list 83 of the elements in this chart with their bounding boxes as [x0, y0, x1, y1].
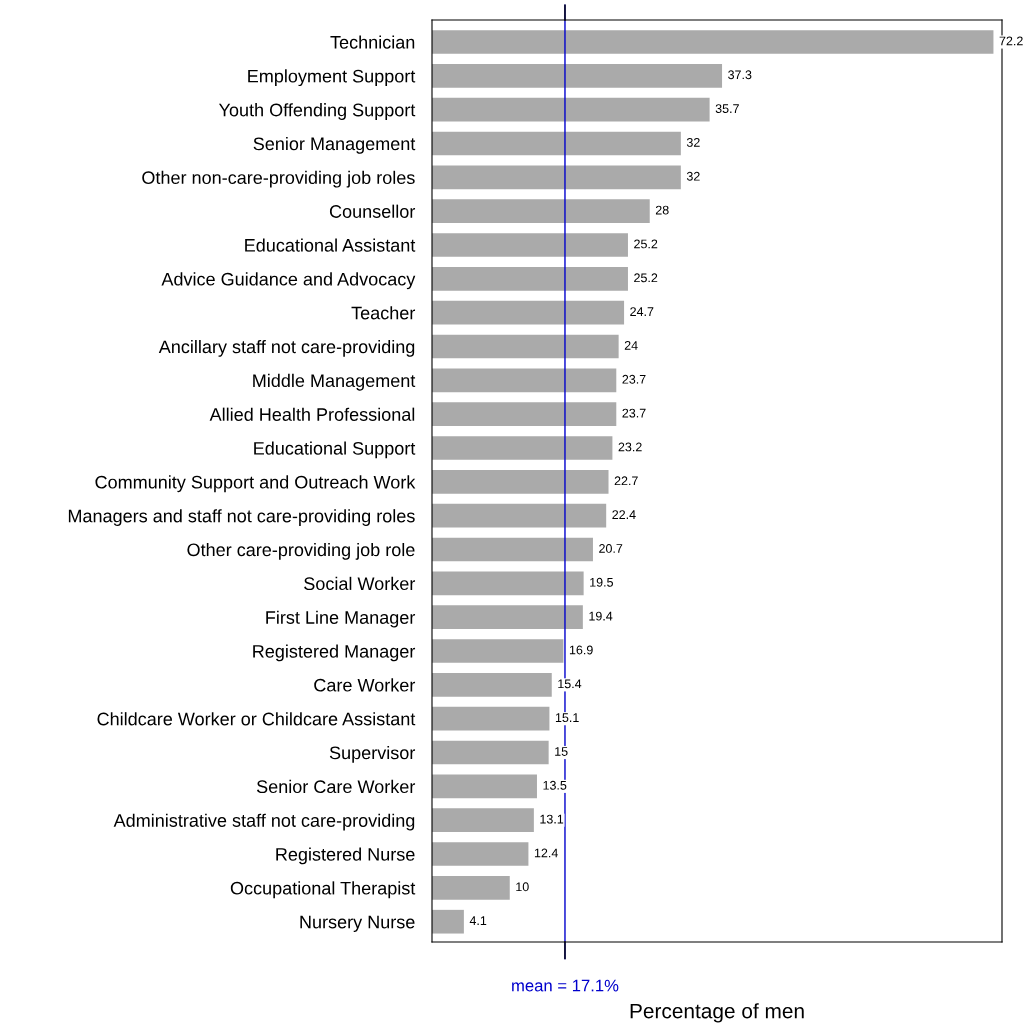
y-tick-label: First Line Manager	[266, 610, 416, 628]
data-label: 32	[686, 138, 700, 147]
data-label: 4.1	[469, 916, 487, 925]
data-label: 10	[516, 882, 529, 892]
data-label: 23.7	[622, 408, 646, 418]
data-label: 15	[555, 747, 568, 756]
bar	[432, 503, 607, 528]
y-tick-label: Middle Management	[253, 373, 416, 391]
bar	[432, 436, 613, 460]
bar	[432, 740, 549, 765]
data-label: 16.9	[569, 645, 593, 655]
bar	[432, 402, 617, 427]
bar	[432, 300, 625, 325]
y-tick-label: Other care-providing job role	[187, 542, 415, 560]
y-tick-label: Senior Care Worker	[256, 779, 416, 794]
y-tick-label: Occupational Therapist	[230, 881, 416, 899]
data-label: 19.4	[589, 611, 613, 621]
y-tick-label: Allied Health Professional	[209, 407, 415, 421]
bar	[432, 63, 723, 88]
y-tick-label: Technician	[330, 35, 415, 49]
y-tick-label: Social Worker	[304, 576, 416, 591]
bar	[432, 334, 619, 359]
data-label: 72.2	[999, 36, 1023, 46]
data-label: 28	[655, 205, 669, 215]
data-label: 25.2	[634, 239, 658, 249]
bar	[432, 537, 593, 562]
ref-line-label: mean = 17.1%	[512, 979, 619, 992]
bar	[432, 165, 681, 190]
data-label: 19.5	[590, 577, 613, 587]
bar	[432, 131, 681, 156]
bar	[432, 233, 628, 257]
y-tick-label: Other non-care-providing job roles	[142, 170, 415, 188]
bar	[432, 266, 628, 291]
y-tick-label: Senior Management	[253, 136, 416, 154]
data-label: 37.3	[728, 70, 752, 80]
bar	[432, 30, 994, 54]
y-tick-label: Care Worker	[314, 678, 416, 692]
data-label: 20.7	[599, 544, 623, 553]
data-label: 24.7	[630, 307, 654, 316]
y-tick-label: Educational Support	[254, 441, 416, 459]
y-tick-label: Supervisor	[329, 745, 416, 763]
bar	[432, 571, 584, 596]
bar	[432, 605, 583, 630]
data-label: 15.1	[555, 713, 579, 723]
data-label: 13.1	[540, 814, 564, 824]
y-tick-label: Ancillary staff not care-providing	[158, 339, 415, 357]
bar	[432, 470, 609, 494]
y-tick-label: Administrative staff not care-providing	[113, 813, 415, 831]
y-tick-label: Teacher	[351, 306, 416, 320]
y-tick-label: Educational Assistant	[245, 238, 416, 252]
y-tick-label: Managers and staff not care-providing roles	[68, 509, 415, 526]
data-label: 25.2	[634, 273, 658, 283]
bar	[432, 673, 552, 697]
y-tick-label: Employment Support	[248, 69, 416, 87]
bar	[432, 774, 537, 799]
data-label: 24	[624, 341, 638, 350]
y-tick-label: Registered Manager	[253, 644, 416, 662]
bar	[432, 909, 464, 934]
data-label: 22.7	[614, 476, 638, 486]
y-tick-label: Youth Offending Support	[218, 103, 416, 120]
bar	[432, 199, 650, 224]
bar	[432, 368, 617, 393]
bar	[432, 842, 529, 866]
bar	[432, 706, 550, 731]
y-tick-label: Nursery Nurse	[300, 915, 415, 932]
data-label: 23.2	[618, 442, 642, 452]
data-label: 35.7	[715, 104, 739, 114]
x-axis-title: Percentage of men	[630, 1003, 804, 1023]
data-label: 12.4	[534, 848, 558, 858]
data-label: 15.4	[558, 679, 582, 689]
data-label: 13.5	[543, 780, 567, 790]
y-tick-label: Childcare Worker or Childcare Assistant	[97, 712, 416, 726]
y-tick-label: Advice Guidance and Advocacy	[161, 272, 416, 290]
bar	[432, 97, 710, 122]
data-label: 32	[686, 171, 700, 181]
y-tick-label: Community Support and Outreach Work	[95, 475, 416, 493]
bar	[432, 876, 510, 900]
bar	[432, 808, 534, 833]
y-tick-label: Registered Nurse	[276, 847, 415, 865]
data-label: 22.4	[612, 510, 636, 519]
data-label: 23.7	[622, 374, 646, 384]
y-tick-label: Counsellor	[329, 204, 416, 218]
bar	[432, 639, 564, 663]
